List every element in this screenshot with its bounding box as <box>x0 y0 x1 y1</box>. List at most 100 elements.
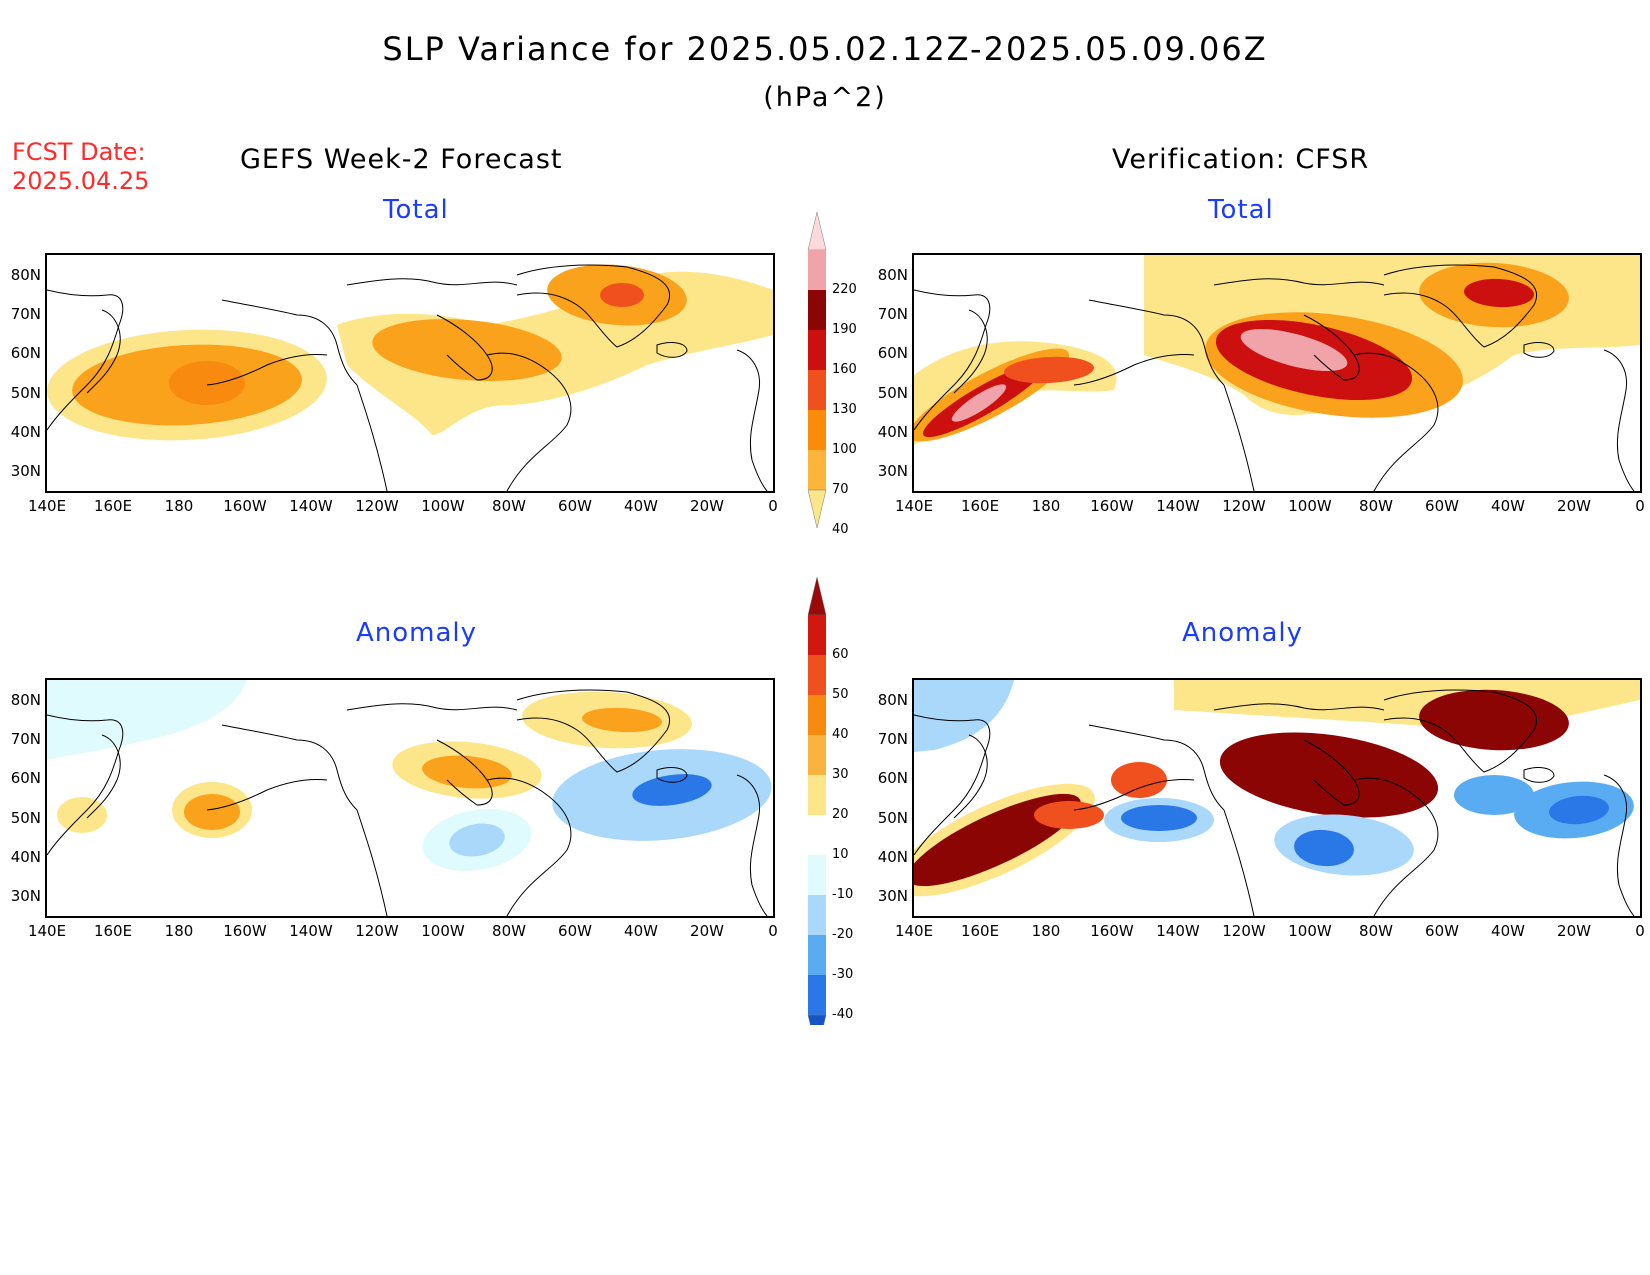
lon-tick-label: 100W <box>421 497 465 515</box>
lat-tick-label: 70N <box>10 730 41 748</box>
lon-tick-label: 60W <box>558 922 592 940</box>
contour-fill <box>1294 829 1354 867</box>
lon-tick-label: 80W <box>1359 922 1393 940</box>
lon-tick-label: 180 <box>164 922 194 940</box>
lat-tick-label: 60N <box>877 769 908 788</box>
lon-tick-label: 160W <box>1090 497 1134 515</box>
contour-fill <box>1034 801 1104 829</box>
panel-title-verification-anomaly: Anomaly <box>1182 618 1304 648</box>
colorbar-anomaly-level-label: 30 <box>832 767 849 782</box>
contour-fill <box>951 384 1007 422</box>
lat-tick-label: 40N <box>10 848 41 866</box>
colorbar-total-swatch <box>808 330 826 370</box>
lat-tick-label: 60N <box>10 769 41 788</box>
colorbar-anomaly-swatch <box>808 855 826 895</box>
colorbar-anomaly-level-label: 40 <box>832 727 849 742</box>
lat-tick-label: 40N <box>10 423 41 441</box>
contour-fill <box>169 361 245 405</box>
colorbar-total-level-label: 160 <box>832 362 857 377</box>
contour-fill <box>1219 732 1439 818</box>
contour-fill <box>372 318 562 382</box>
lon-tick-label: 20W <box>690 922 724 940</box>
forecast-date-label: FCST Date: <box>12 138 146 166</box>
map-forecast-anomaly <box>45 678 775 918</box>
contour-fill <box>1121 805 1197 831</box>
forecast-date-value: 2025.04.25 <box>12 167 150 195</box>
map-verification-total <box>912 253 1642 493</box>
contour-fill <box>1549 795 1609 825</box>
lon-tick-label: 140W <box>1156 497 1200 515</box>
lon-tick-label: 60W <box>1425 922 1459 940</box>
contour-fill <box>582 707 662 733</box>
lon-tick-label: 160W <box>223 922 267 940</box>
colorbar-total <box>807 211 827 529</box>
colorbar-total-level-label: 70 <box>832 482 849 497</box>
lon-tick-label: 20W <box>1557 497 1591 515</box>
contour-fill <box>1004 356 1094 384</box>
colorbar-anomaly-swatch <box>808 655 826 695</box>
units-label: (hPa^2) <box>763 82 887 113</box>
map-forecast-total <box>45 253 775 493</box>
lon-tick-label: 80W <box>492 497 526 515</box>
lon-tick-label: 0 <box>1635 497 1645 515</box>
lon-tick-label: 140W <box>289 497 333 515</box>
lon-tick-label: 140E <box>894 922 934 940</box>
colorbar-total-level-label: 40 <box>832 522 849 537</box>
lon-tick-label: 20W <box>1557 922 1591 940</box>
right-column-title: Verification: CFSR <box>1112 144 1370 175</box>
lon-tick-label: 0 <box>768 497 778 515</box>
lon-tick-label: 20W <box>690 497 724 515</box>
colorbar-anomaly-swatch <box>808 815 826 855</box>
lon-tick-label: 100W <box>1288 922 1332 940</box>
contour-fill <box>1464 278 1534 308</box>
contour-fill <box>1419 689 1569 751</box>
colorbar-anomaly-top-arrow <box>807 576 827 616</box>
lon-tick-label: 160E <box>960 922 1000 940</box>
lat-tick-label: 40N <box>877 848 908 866</box>
contour-fill <box>47 680 247 760</box>
lon-tick-label: 180 <box>164 497 194 515</box>
lat-tick-label: 70N <box>877 305 908 323</box>
lon-tick-label: 180 <box>1031 497 1061 515</box>
lon-tick-label: 60W <box>1425 497 1459 515</box>
colorbar-total-top-arrow <box>807 211 827 251</box>
lon-tick-label: 0 <box>768 922 778 940</box>
lat-tick-label: 70N <box>10 305 41 323</box>
lon-tick-label: 140E <box>894 497 934 515</box>
lon-tick-label: 160E <box>93 922 133 940</box>
lon-tick-label: 160W <box>223 497 267 515</box>
lon-tick-label: 160E <box>960 497 1000 515</box>
lat-tick-label: 80N <box>10 690 41 709</box>
colorbar-anomaly-level-label: -20 <box>832 927 854 942</box>
contour-fill <box>1111 762 1167 798</box>
colorbar-anomaly-swatch <box>808 775 826 815</box>
lon-tick-label: 180 <box>1031 922 1061 940</box>
colorbar-total-swatch <box>808 290 826 330</box>
colorbar-total-swatch <box>808 250 826 290</box>
lon-tick-label: 80W <box>1359 497 1393 515</box>
colorbar-anomaly <box>807 576 827 1025</box>
lon-tick-label: 120W <box>355 922 399 940</box>
colorbar-anomaly-bottom-arrow <box>807 1014 827 1025</box>
colorbar-anomaly-level-label: 50 <box>832 687 849 702</box>
colorbar-anomaly-level-label: 20 <box>832 807 849 822</box>
colorbar-anomaly-level-label: -30 <box>832 967 854 982</box>
colorbar-anomaly-swatch <box>808 735 826 775</box>
colorbar-anomaly-level-label: -40 <box>832 1007 854 1022</box>
colorbar-total-swatch <box>808 410 826 450</box>
contour-fill <box>1174 680 1640 730</box>
map-verification-anomaly <box>912 678 1642 918</box>
coastline <box>47 264 768 491</box>
contour-fill <box>914 680 1014 752</box>
lat-tick-label: 50N <box>10 808 41 827</box>
colorbar-anomaly-level-label: 60 <box>832 647 849 662</box>
lon-tick-label: 140W <box>1156 922 1200 940</box>
lon-tick-label: 0 <box>1635 922 1645 940</box>
colorbar-anomaly-swatch <box>808 975 826 1015</box>
lon-tick-label: 140E <box>27 922 67 940</box>
colorbar-anomaly-swatch <box>808 895 826 935</box>
lon-tick-label: 60W <box>558 497 592 515</box>
colorbar-total-level-label: 100 <box>832 442 857 457</box>
colorbar-total-level-label: 220 <box>832 282 857 297</box>
colorbar-total-level-label: 130 <box>832 402 857 417</box>
